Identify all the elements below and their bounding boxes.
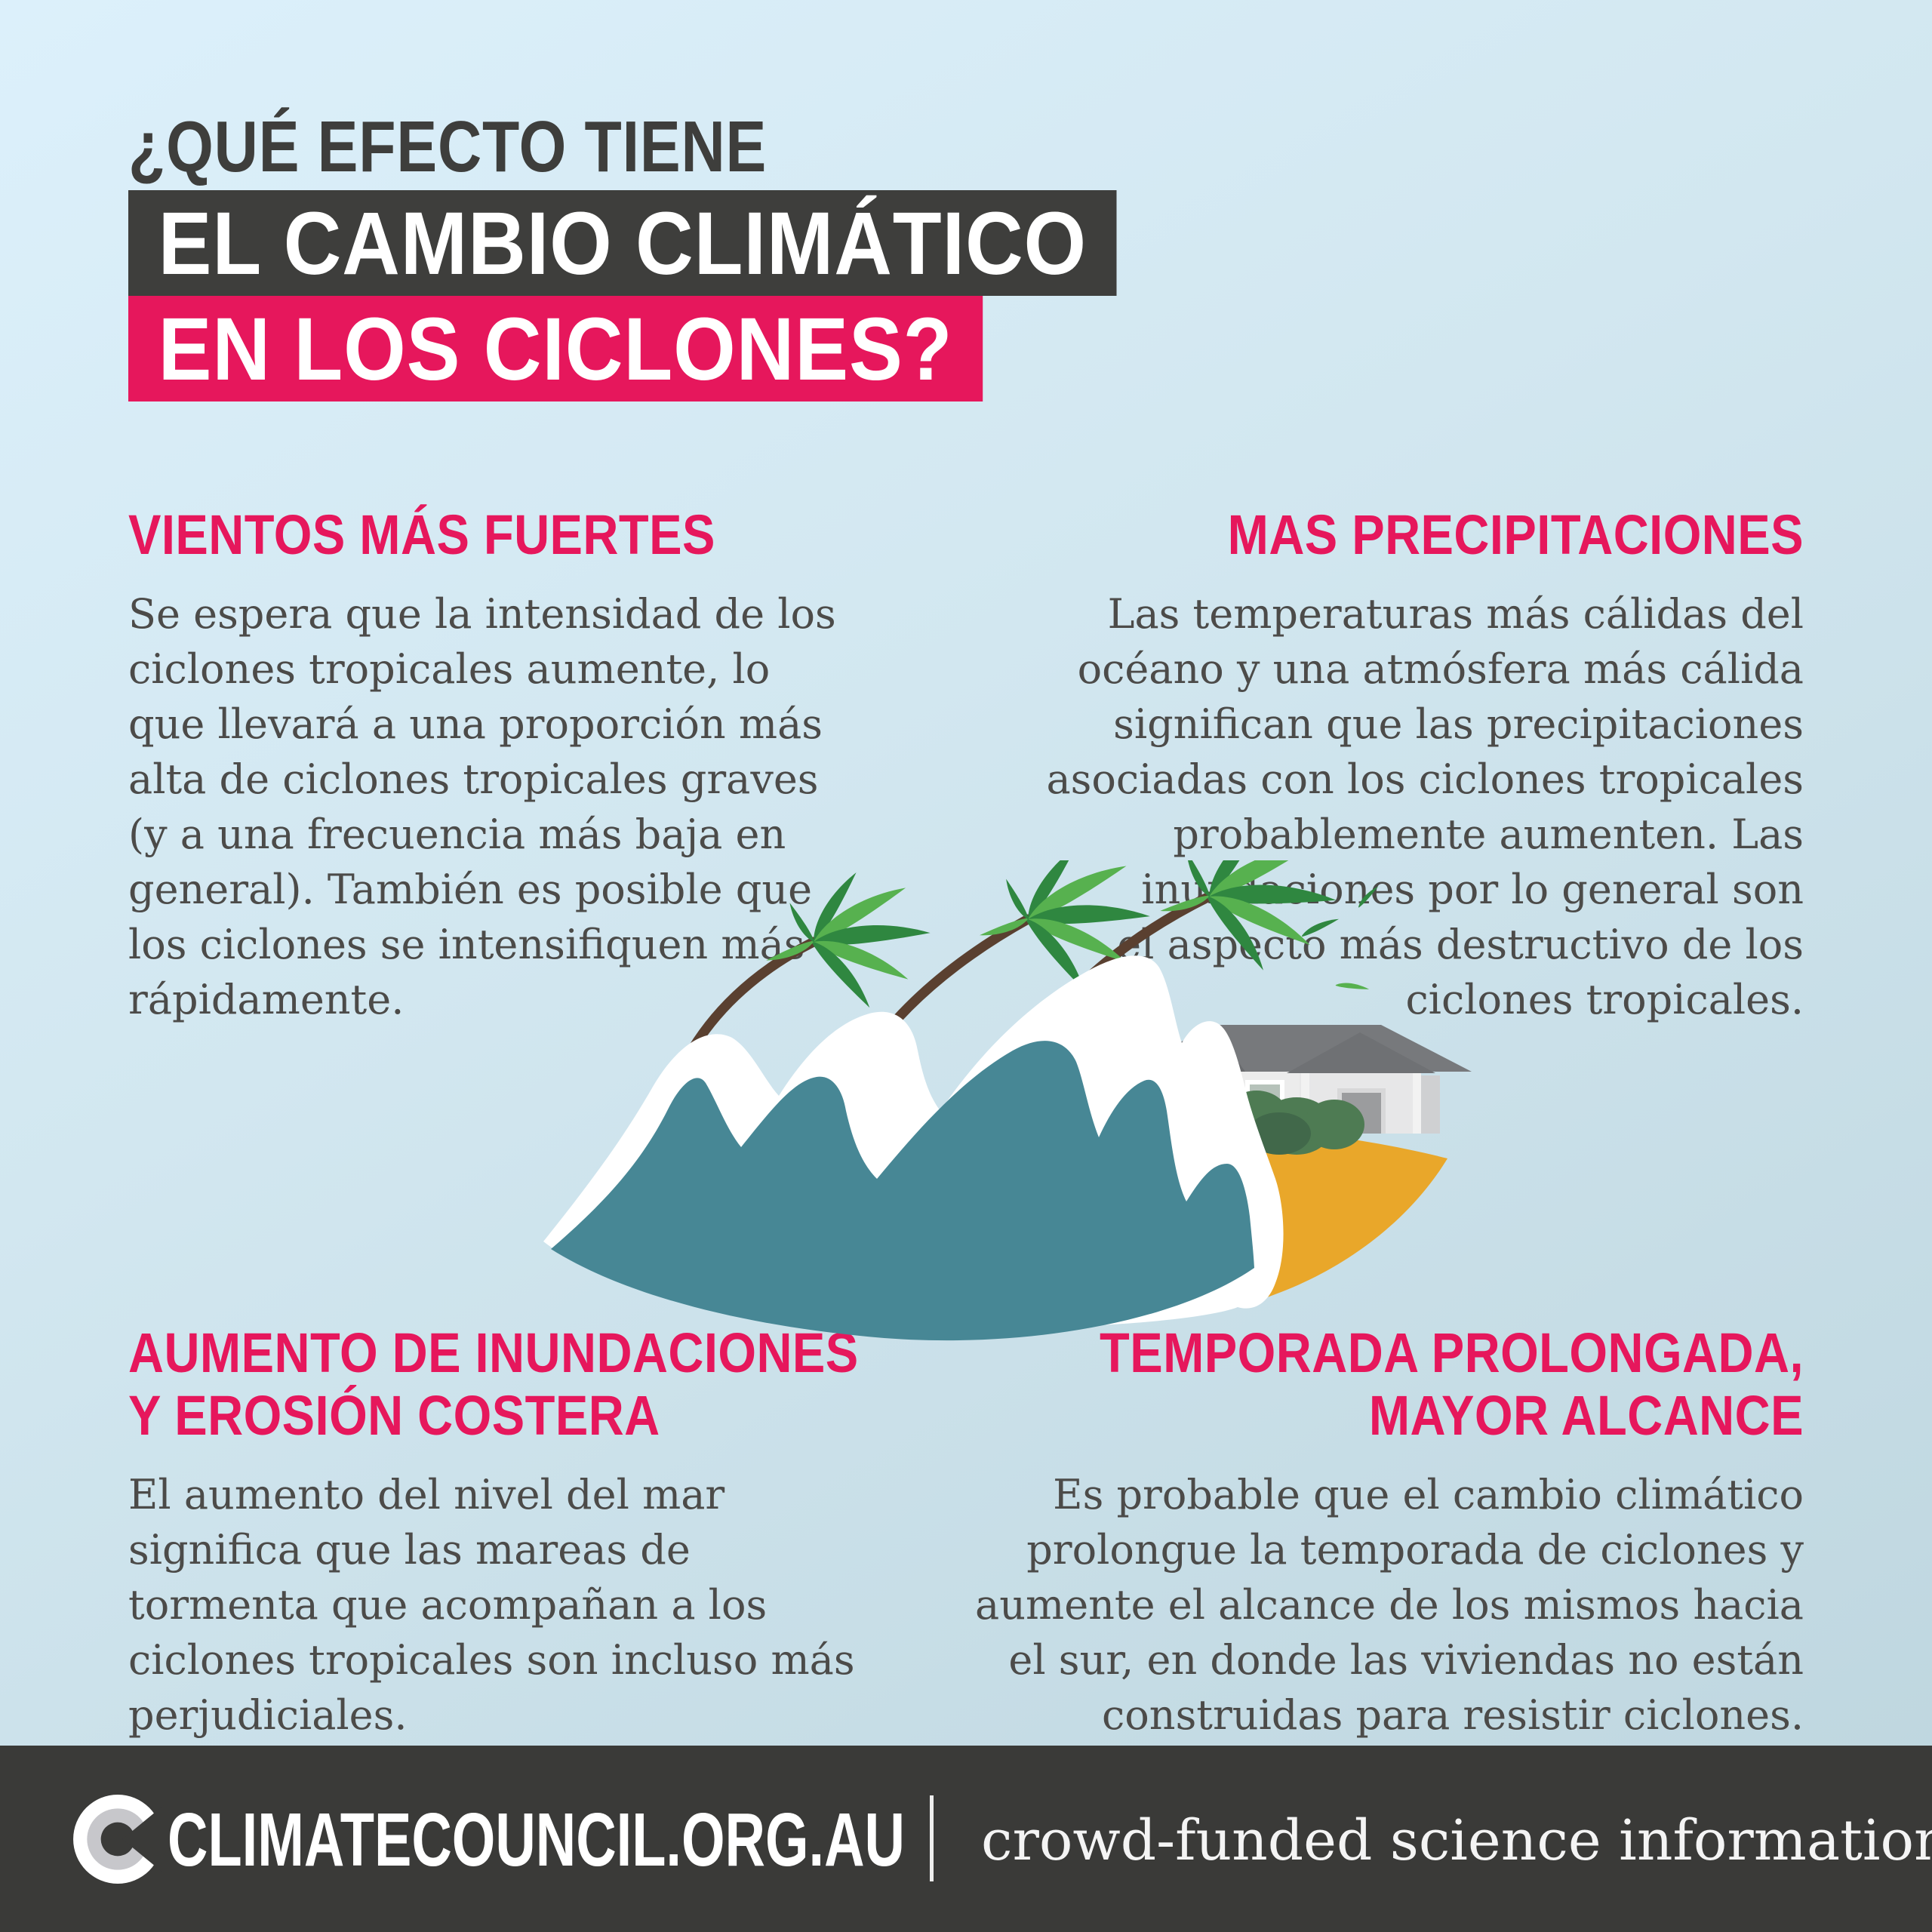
palm-fronds-icon bbox=[764, 869, 931, 1014]
footer-bar: CLIMATECOUNCIL.ORG.AU | crowd-funded sci… bbox=[0, 1746, 1932, 1932]
section-body-rain: Las temperaturas más cálidas del océano … bbox=[1046, 589, 1804, 1023]
footer-brand-url: CLIMATECOUNCIL.ORG.AU bbox=[168, 1798, 905, 1882]
title-band-dark: EL CAMBIO CLIMÁTICO bbox=[128, 190, 1117, 296]
storm-wave bbox=[551, 1041, 1254, 1341]
section-body-season: Es probable que el cambio climático prol… bbox=[975, 1470, 1804, 1739]
title-band-pink: EN LOS CICLONES? bbox=[128, 296, 983, 401]
section-heading-rain: MAS PRECIPITACIONES bbox=[1227, 503, 1804, 566]
section-body-floods: El aumento del nivel del mar significa q… bbox=[128, 1470, 855, 1739]
section-more-rainfall: MAS PRECIPITACIONES Las temperaturas más… bbox=[974, 503, 1804, 1027]
section-longer-season: TEMPORADA PROLONGADA, MAYOR ALCANCE Es p… bbox=[913, 1321, 1804, 1743]
section-stronger-winds: VIENTOS MÁS FUERTES Se espera que la int… bbox=[128, 503, 898, 1027]
climate-council-logo-icon bbox=[73, 1795, 164, 1884]
footer-divider: | bbox=[930, 1795, 934, 1881]
palm-fronds-icon bbox=[1158, 860, 1337, 977]
section-heading-season: TEMPORADA PROLONGADA, MAYOR ALCANCE bbox=[1100, 1321, 1804, 1447]
cyclone-illustration bbox=[543, 860, 1472, 1341]
section-heading-floods: AUMENTO DE INUNDACIONES Y EROSIÓN COSTER… bbox=[128, 1321, 859, 1447]
section-flooding-erosion: AUMENTO DE INUNDACIONES Y EROSIÓN COSTER… bbox=[128, 1321, 974, 1743]
title-kicker: ¿QUÉ EFECTO TIENE bbox=[128, 106, 768, 187]
section-heading-winds: VIENTOS MÁS FUERTES bbox=[128, 503, 715, 566]
footer-tagline: crowd-funded science information bbox=[981, 1808, 1932, 1873]
section-body-winds: Se espera que la intensidad de los ciclo… bbox=[128, 589, 836, 1023]
